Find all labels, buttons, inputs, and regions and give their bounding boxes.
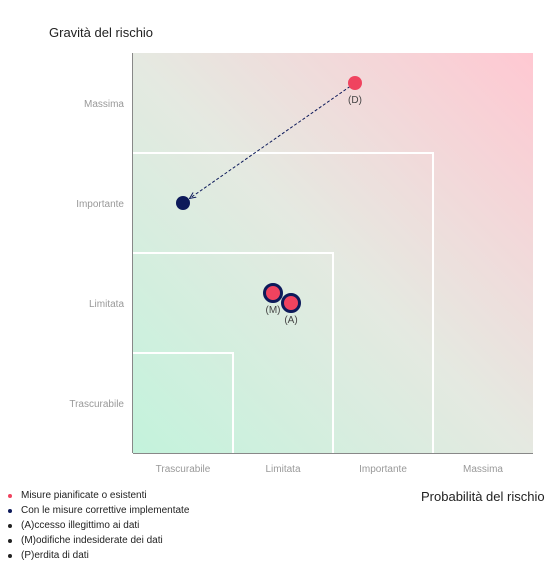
y-tick-label: Trascurabile — [69, 399, 124, 410]
legend-item-loss: (P)erdita di dati — [8, 548, 189, 563]
legend-marker-loss — [8, 553, 12, 558]
legend-marker-access — [8, 523, 12, 528]
x-tick-label: Massima — [463, 464, 503, 475]
legend-marker-corrective — [8, 508, 12, 513]
legend-item-planned: Misure pianificate o esistenti — [8, 488, 189, 503]
legend-label: Con le misure correttive implementate — [21, 505, 190, 516]
point-label: (D) — [348, 95, 362, 106]
legend-item-modify: (M)odifiche indesiderate dei dati — [8, 533, 189, 548]
y-axis-title: Gravità del rischio — [49, 25, 154, 40]
x-tick-label: Trascurabile — [156, 464, 211, 475]
arrows — [190, 86, 351, 198]
legend-label: (M)odifiche indesiderate dei dati — [21, 535, 163, 546]
legend-marker-modify — [8, 538, 12, 543]
x-tick-label: Importante — [359, 464, 407, 475]
legend-label: Misure pianificate o esistenti — [21, 490, 147, 501]
y-tick-labels: Trascurabile Limitata Importante Massima — [69, 99, 124, 410]
x-axis-title: Probabilità del rischio — [421, 489, 545, 504]
planned-point — [348, 76, 362, 90]
legend-marker-planned — [8, 493, 12, 498]
y-tick-label: Massima — [84, 99, 124, 110]
arrow-line — [190, 86, 351, 198]
x-tick-label: Limitata — [265, 464, 300, 475]
combined-point — [263, 283, 283, 303]
risk-zone-boxes — [133, 152, 434, 453]
combined-point — [281, 293, 301, 313]
point-label: (M) — [266, 305, 281, 316]
y-tick-label: Limitata — [89, 299, 124, 310]
legend-item-access: (A)ccesso illegittimo ai dati — [8, 518, 189, 533]
legend-label: (P)erdita di dati — [21, 550, 89, 561]
legend-item-corrective: Con le misure correttive implementate — [8, 503, 189, 518]
x-tick-labels: Trascurabile Limitata Importante Massima — [156, 464, 504, 475]
y-tick-label: Importante — [76, 199, 124, 210]
point-label: (A) — [284, 315, 297, 326]
legend-label: (A)ccesso illegittimo ai dati — [21, 520, 140, 531]
data-points: (D) (M)(A) — [176, 76, 362, 326]
risk-chart: Trascurabile Limitata Importante Massima Tr… — [69, 53, 533, 475]
legend: Misure pianificate o esistenti Con le mi… — [8, 488, 189, 563]
corrective-point — [176, 196, 190, 210]
